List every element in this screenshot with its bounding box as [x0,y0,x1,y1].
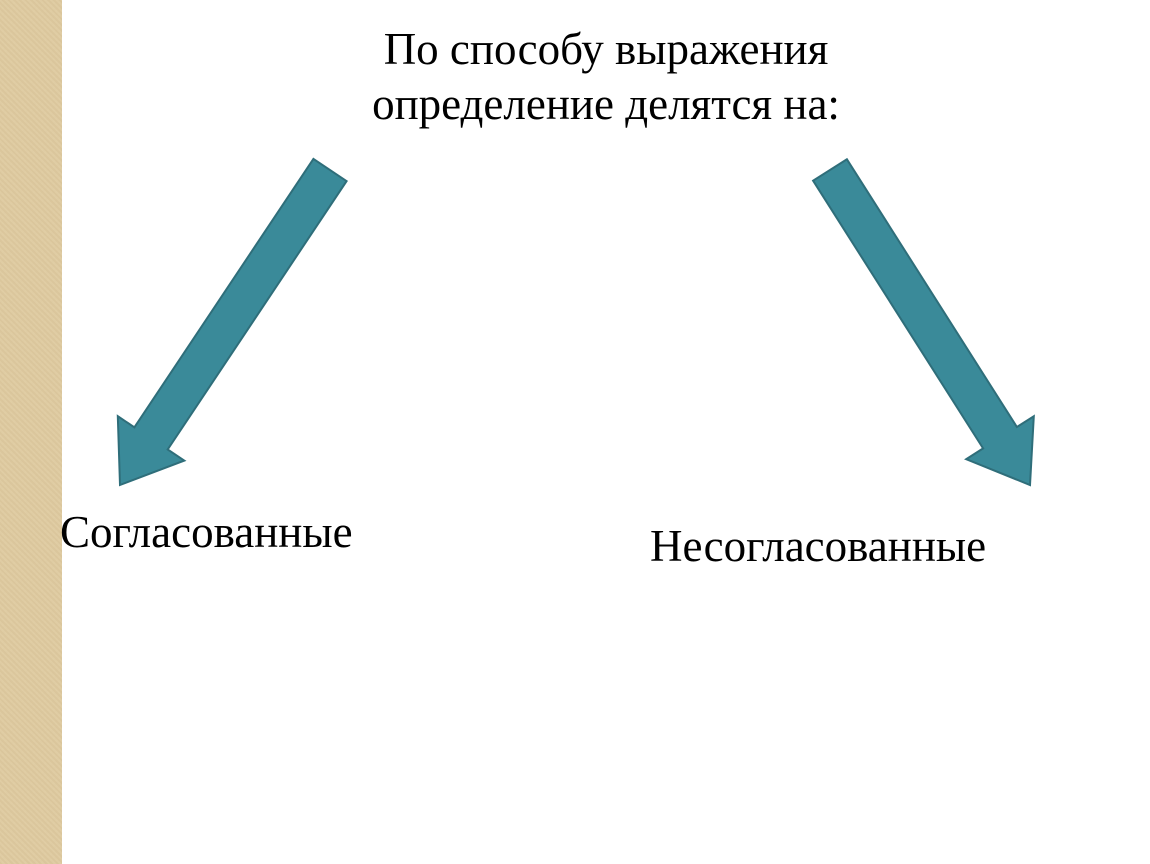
label-left: Согласованные [60,506,353,558]
arrow-right [0,0,1150,864]
label-right: Несогласованные [650,520,986,572]
